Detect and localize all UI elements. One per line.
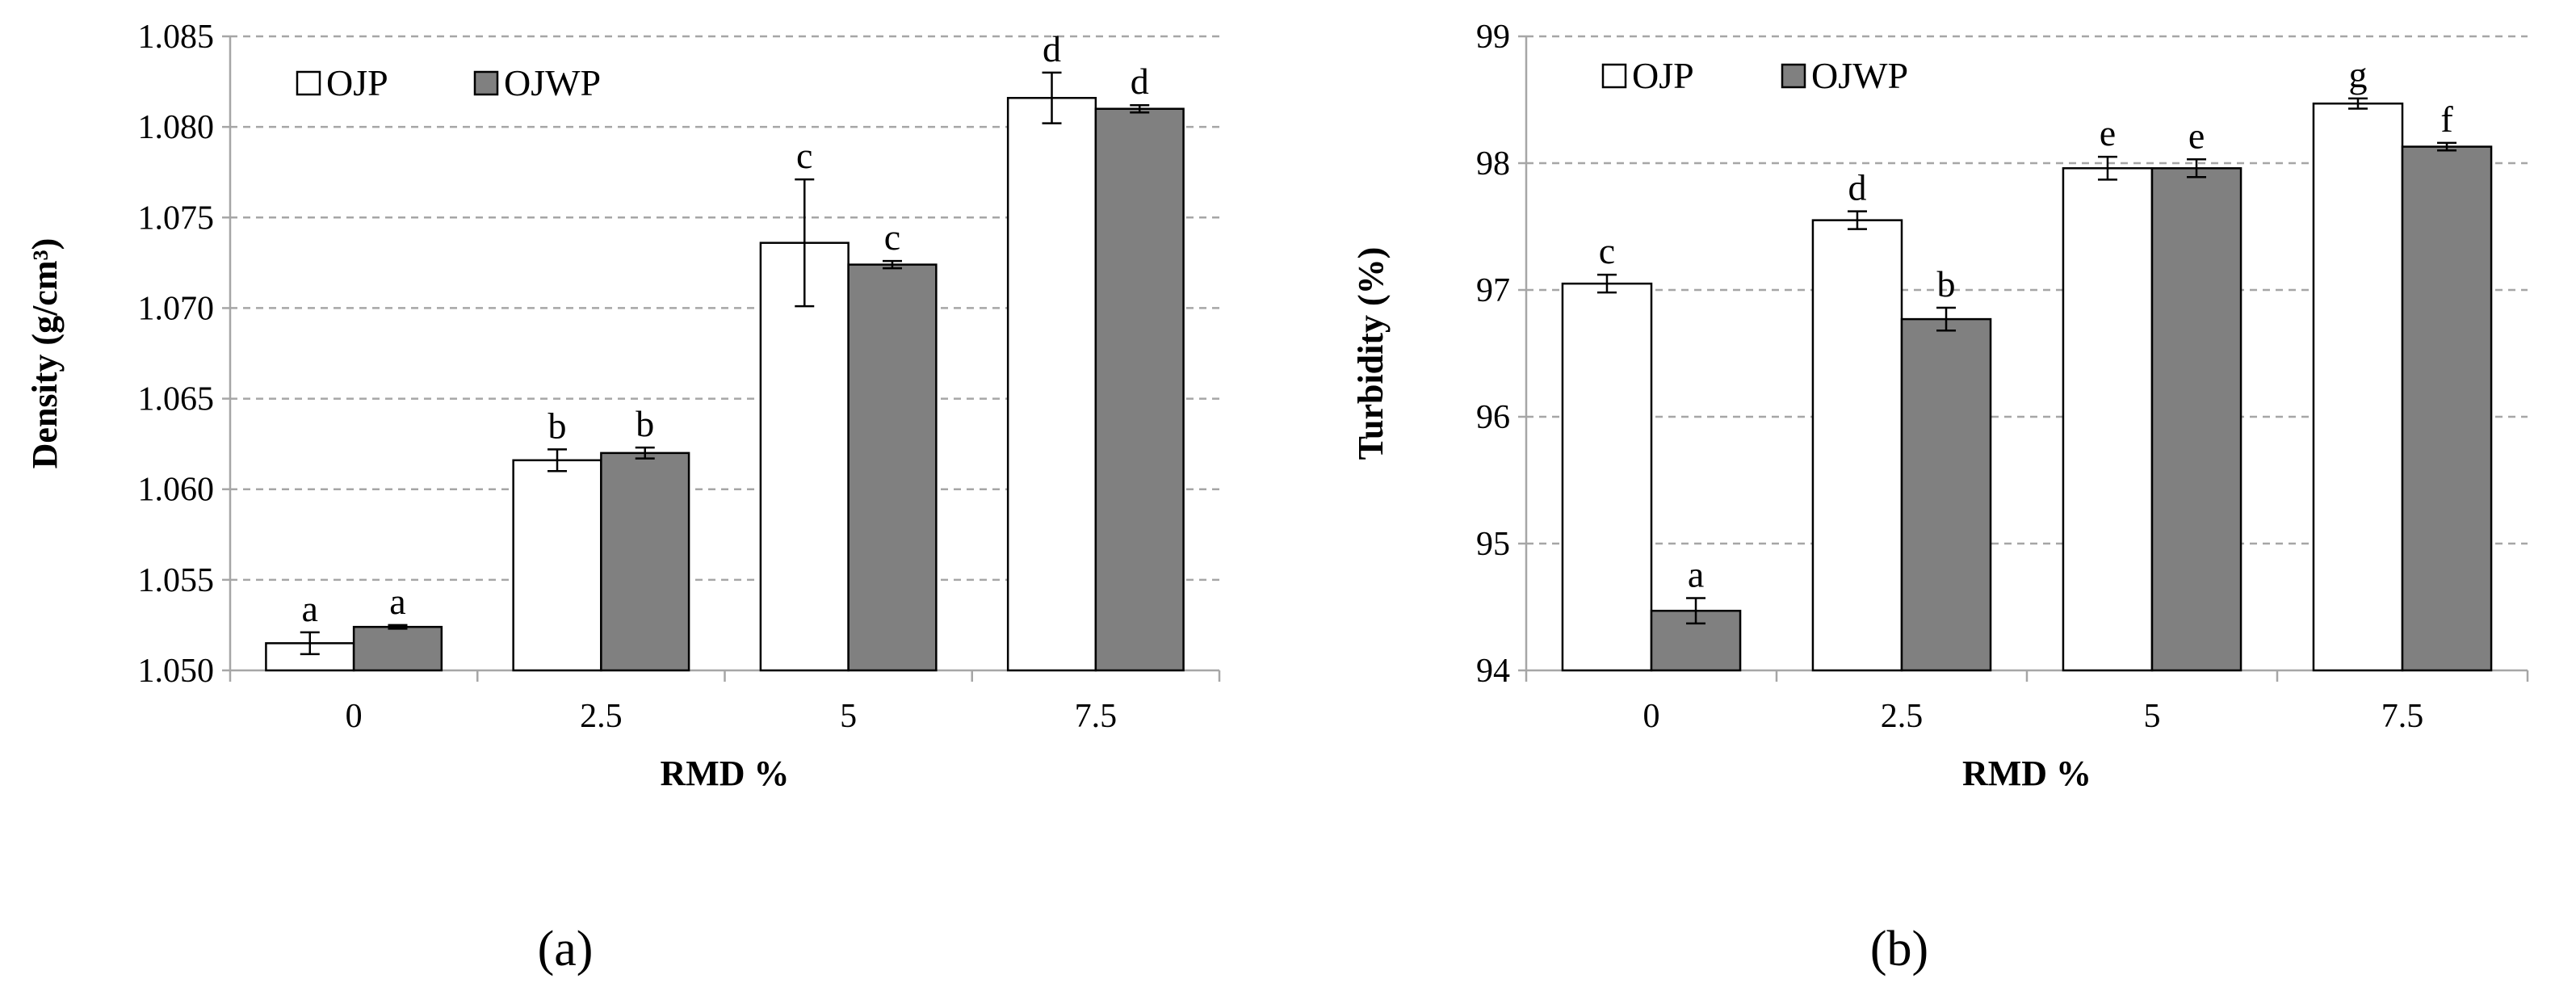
turbidity-chart: 94 95 96 97 98 99 c d e g a b e f 0 2.5 5 7.5 RMD % Turbidi…: [1351, 19, 2529, 976]
legend-swatch-ojwp: [473, 70, 499, 96]
significance-label: a: [389, 581, 405, 622]
bar-ojp: [759, 242, 850, 672]
significance-label: g: [2348, 54, 2367, 95]
panel-label: (b): [1870, 922, 1928, 976]
y-tick-label: 96: [1476, 399, 1510, 436]
x-tick-label: 5: [840, 698, 857, 735]
significance-label: c: [884, 216, 900, 258]
x-tick-label: 5: [2144, 698, 2161, 735]
density-chart: 1.050 1.055 1.060 1.065 1.070 1.075 1.080 1.085…: [25, 19, 1221, 976]
bar-ojp: [1811, 219, 1903, 672]
bar-ojwp: [2401, 145, 2493, 672]
significance-label: d: [1848, 167, 1866, 208]
panel-label: (a): [538, 922, 594, 976]
y-tick-label: 1.080: [138, 109, 215, 146]
significance-label: b: [1937, 263, 1956, 304]
legend-swatch-ojp: [1601, 63, 1627, 89]
significance-label: d: [1043, 28, 1061, 69]
significance-label: d: [1131, 61, 1149, 102]
bar-ojwp: [1900, 317, 1992, 672]
y-tick-label: 1.065: [138, 381, 215, 418]
bar-ojwp: [2150, 167, 2242, 672]
significance-label: b: [548, 405, 567, 446]
bar-ojp: [1561, 282, 1653, 672]
significance-label: a: [1688, 554, 1704, 595]
y-tick-label: 99: [1476, 19, 1510, 56]
y-tick-label: 94: [1476, 653, 1510, 690]
y-tick-label: 1.050: [138, 653, 215, 690]
significance-label: c: [796, 135, 812, 176]
x-tick-label: 7.5: [1075, 698, 1118, 735]
y-tick-label: 98: [1476, 145, 1510, 183]
y-tick-label: 1.070: [138, 290, 215, 327]
x-tick-label: 2.5: [580, 698, 623, 735]
x-tick-label: 0: [1643, 698, 1660, 735]
legend-label-ojp: OJP: [1632, 55, 1694, 96]
bar-ojwp: [600, 452, 690, 672]
significance-label: c: [1599, 230, 1615, 271]
y-tick-label: 97: [1476, 272, 1510, 309]
x-tick-label: 2.5: [1881, 698, 1924, 735]
legend-label-ojwp: OJWP: [1811, 55, 1908, 96]
significance-label: a: [302, 588, 318, 629]
x-axis-title: RMD %: [660, 754, 789, 793]
x-tick-label: 0: [346, 698, 363, 735]
significance-label: f: [2440, 99, 2453, 140]
bar-ojp: [512, 459, 602, 672]
y-axis-title: Density (g/cm³): [25, 238, 65, 469]
y-axis-title: Turbidity (%): [1351, 247, 1391, 460]
significance-label: e: [2100, 112, 2116, 153]
bar-ojwp: [1094, 107, 1185, 672]
significance-label: b: [636, 403, 654, 444]
y-tick-label: 1.060: [138, 472, 215, 509]
y-tick-label: 95: [1476, 526, 1510, 563]
y-tick-label: 1.075: [138, 200, 215, 237]
y-tick-label: 1.055: [138, 562, 215, 599]
bar-ojwp: [352, 625, 443, 672]
significance-label: e: [2188, 115, 2205, 156]
legend-swatch-ojp: [296, 70, 321, 96]
legend-swatch-ojwp: [1781, 63, 1806, 89]
bar-ojp: [2062, 167, 2154, 672]
bar-ojp: [1006, 97, 1097, 672]
legend-label-ojp: OJP: [326, 62, 388, 103]
bar-ojp: [2312, 102, 2404, 672]
legend-label-ojwp: OJWP: [504, 62, 601, 103]
bar-ojwp: [847, 263, 938, 672]
y-tick-label: 1.085: [138, 19, 215, 56]
x-axis-title: RMD %: [1962, 754, 2091, 793]
x-tick-label: 7.5: [2381, 698, 2424, 735]
